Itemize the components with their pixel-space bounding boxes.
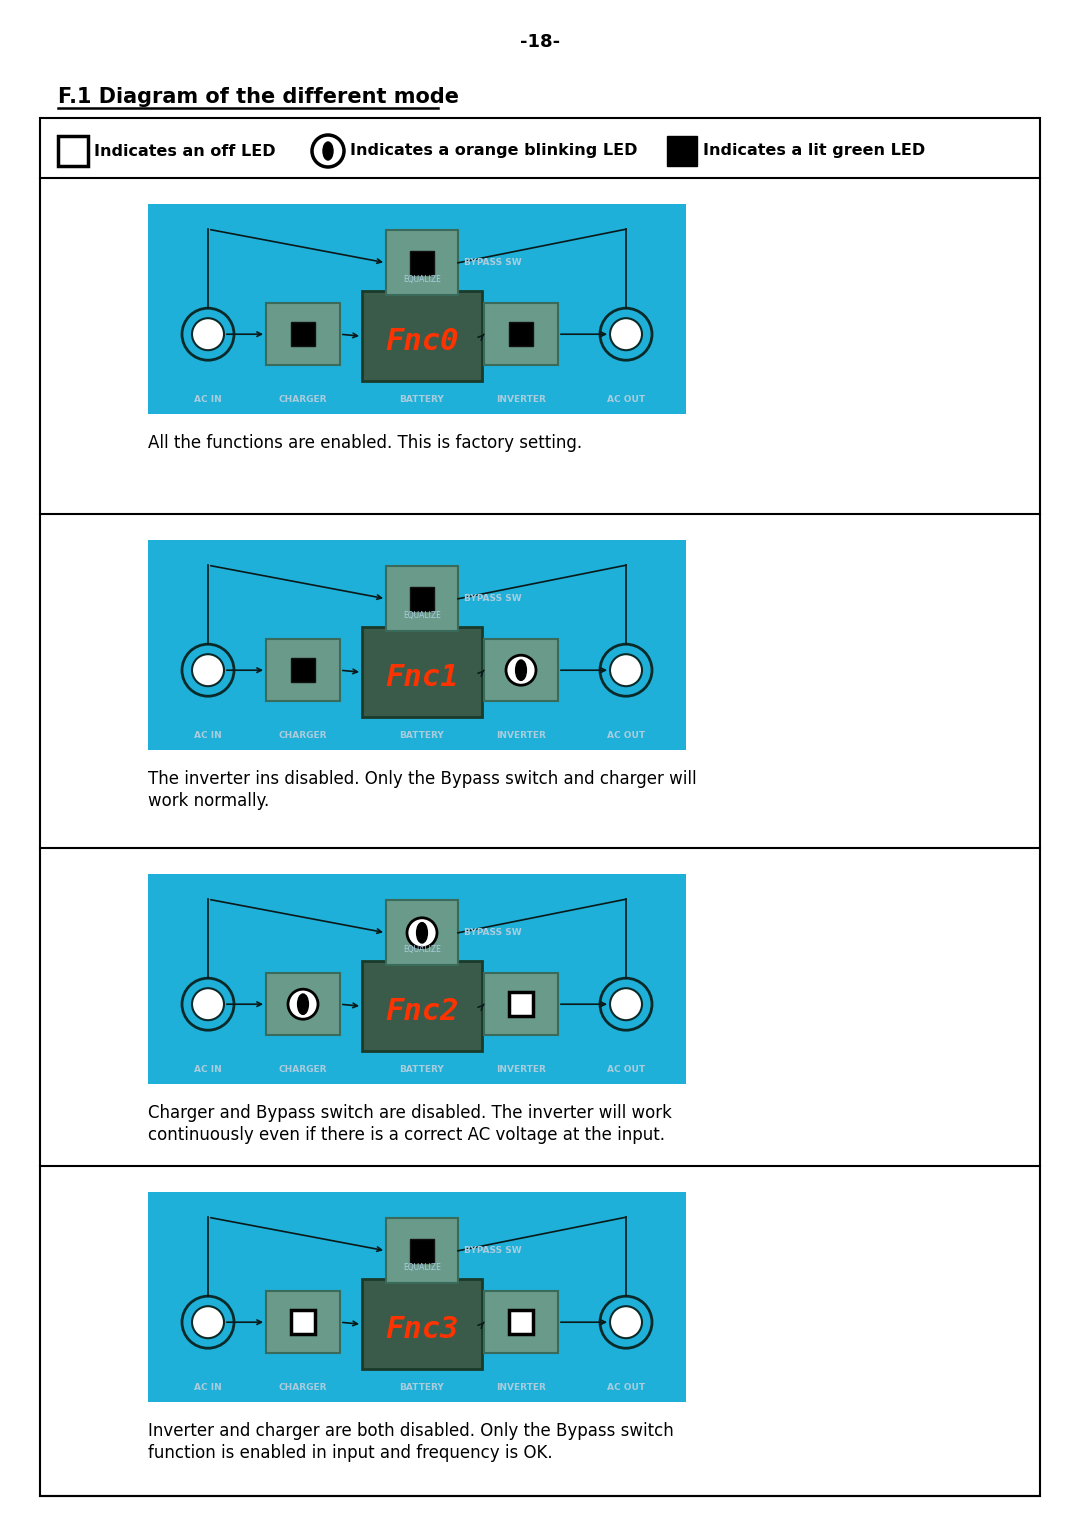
Circle shape	[183, 1296, 234, 1347]
Text: Fnc2: Fnc2	[386, 996, 459, 1025]
Circle shape	[600, 978, 652, 1030]
FancyBboxPatch shape	[266, 304, 340, 365]
Text: CHARGER: CHARGER	[279, 395, 327, 404]
FancyBboxPatch shape	[362, 1279, 482, 1369]
Bar	[509, 322, 534, 346]
Circle shape	[183, 978, 234, 1030]
Circle shape	[183, 308, 234, 360]
Circle shape	[192, 989, 224, 1021]
Text: AC IN: AC IN	[194, 731, 221, 740]
FancyBboxPatch shape	[386, 230, 458, 296]
FancyBboxPatch shape	[362, 961, 482, 1051]
FancyBboxPatch shape	[266, 974, 340, 1035]
Text: INVERTER: INVERTER	[496, 1384, 545, 1393]
Circle shape	[610, 989, 642, 1021]
Bar	[291, 1311, 315, 1334]
Circle shape	[600, 644, 652, 696]
Bar	[291, 658, 315, 682]
Text: AC OUT: AC OUT	[607, 395, 645, 404]
Ellipse shape	[298, 993, 309, 1015]
Bar	[509, 1311, 534, 1334]
Circle shape	[183, 644, 234, 696]
Text: Fnc1: Fnc1	[386, 662, 459, 691]
Text: Indicates a orange blinking LED: Indicates a orange blinking LED	[350, 143, 637, 159]
Text: AC IN: AC IN	[194, 395, 221, 404]
Bar	[667, 136, 697, 166]
Ellipse shape	[417, 923, 428, 943]
Circle shape	[507, 655, 536, 685]
Text: EQUALIZE: EQUALIZE	[403, 275, 441, 284]
Ellipse shape	[515, 661, 526, 681]
Text: INVERTER: INVERTER	[496, 395, 545, 404]
Text: F.1 Diagram of the different mode: F.1 Diagram of the different mode	[58, 87, 459, 107]
FancyBboxPatch shape	[362, 627, 482, 717]
FancyBboxPatch shape	[484, 974, 558, 1035]
Text: INVERTER: INVERTER	[496, 731, 545, 740]
Text: Indicates a lit green LED: Indicates a lit green LED	[703, 143, 926, 159]
Circle shape	[610, 1306, 642, 1338]
Circle shape	[288, 989, 318, 1019]
Text: BYPASS SW: BYPASS SW	[464, 1247, 522, 1256]
Text: BYPASS SW: BYPASS SW	[464, 594, 522, 603]
Text: The inverter ins disabled. Only the Bypass switch and charger will: The inverter ins disabled. Only the Bypa…	[148, 771, 697, 787]
FancyBboxPatch shape	[266, 639, 340, 702]
Bar	[410, 250, 434, 275]
Text: AC OUT: AC OUT	[607, 1065, 645, 1074]
Text: BATTERY: BATTERY	[400, 1384, 444, 1393]
Text: All the functions are enabled. This is factory setting.: All the functions are enabled. This is f…	[148, 433, 582, 452]
Circle shape	[407, 917, 437, 948]
Text: BATTERY: BATTERY	[400, 731, 444, 740]
Bar	[509, 992, 534, 1016]
Bar	[148, 540, 686, 749]
Bar	[148, 204, 686, 414]
Text: -18-: -18-	[519, 34, 561, 50]
FancyBboxPatch shape	[386, 566, 458, 632]
Text: CHARGER: CHARGER	[279, 1384, 327, 1393]
Text: BYPASS SW: BYPASS SW	[464, 258, 522, 267]
Text: BYPASS SW: BYPASS SW	[464, 928, 522, 937]
Text: work normally.: work normally.	[148, 792, 269, 810]
FancyBboxPatch shape	[386, 900, 458, 966]
Text: CHARGER: CHARGER	[279, 1065, 327, 1074]
Text: AC OUT: AC OUT	[607, 731, 645, 740]
FancyBboxPatch shape	[484, 1291, 558, 1354]
Circle shape	[610, 655, 642, 687]
Text: BATTERY: BATTERY	[400, 1065, 444, 1074]
Bar	[148, 874, 686, 1083]
Text: AC IN: AC IN	[194, 1065, 221, 1074]
Circle shape	[600, 1296, 652, 1347]
Text: Charger and Bypass switch are disabled. The inverter will work: Charger and Bypass switch are disabled. …	[148, 1103, 672, 1122]
Text: INVERTER: INVERTER	[496, 1065, 545, 1074]
Text: EQUALIZE: EQUALIZE	[403, 945, 441, 954]
Text: continuously even if there is a correct AC voltage at the input.: continuously even if there is a correct …	[148, 1126, 665, 1144]
Circle shape	[610, 319, 642, 349]
Bar	[58, 136, 87, 166]
Text: AC IN: AC IN	[194, 1384, 221, 1393]
Bar	[291, 322, 315, 346]
FancyBboxPatch shape	[484, 304, 558, 365]
Circle shape	[192, 655, 224, 687]
FancyBboxPatch shape	[266, 1291, 340, 1354]
Bar	[410, 588, 434, 610]
FancyBboxPatch shape	[386, 1218, 458, 1283]
Text: Fnc3: Fnc3	[386, 1315, 459, 1344]
Text: BATTERY: BATTERY	[400, 395, 444, 404]
Text: function is enabled in input and frequency is OK.: function is enabled in input and frequen…	[148, 1444, 553, 1462]
Text: Inverter and charger are both disabled. Only the Bypass switch: Inverter and charger are both disabled. …	[148, 1422, 674, 1441]
Text: AC OUT: AC OUT	[607, 1384, 645, 1393]
Circle shape	[600, 308, 652, 360]
Circle shape	[192, 1306, 224, 1338]
Circle shape	[192, 319, 224, 349]
Bar	[148, 1192, 686, 1402]
Ellipse shape	[323, 142, 333, 160]
Circle shape	[312, 134, 345, 166]
Bar	[410, 1239, 434, 1264]
Text: CHARGER: CHARGER	[279, 731, 327, 740]
Text: Fnc0: Fnc0	[386, 327, 459, 356]
Text: EQUALIZE: EQUALIZE	[403, 1264, 441, 1273]
Text: Indicates an off LED: Indicates an off LED	[94, 143, 275, 159]
Text: EQUALIZE: EQUALIZE	[403, 610, 441, 620]
FancyBboxPatch shape	[362, 291, 482, 382]
FancyBboxPatch shape	[484, 639, 558, 702]
